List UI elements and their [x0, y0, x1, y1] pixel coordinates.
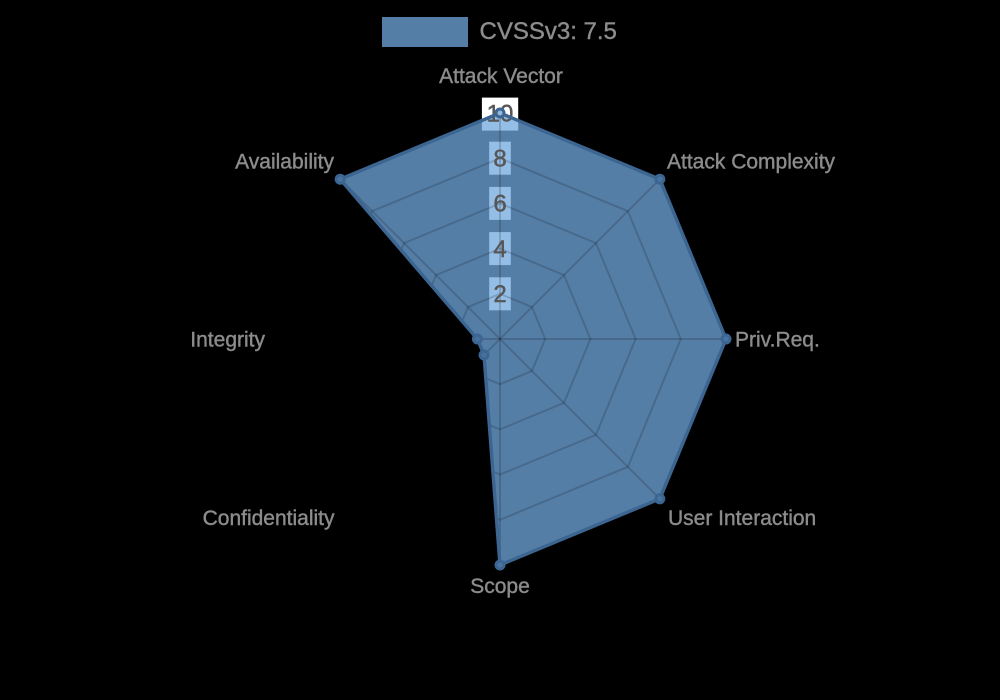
svg-text:Availability: Availability — [235, 151, 334, 174]
svg-text:Confidentiality: Confidentiality — [203, 507, 335, 530]
svg-text:Scope: Scope — [470, 575, 530, 598]
svg-text:Attack Complexity: Attack Complexity — [667, 151, 836, 174]
svg-text:Attack Vector: Attack Vector — [439, 65, 563, 88]
svg-text:Priv.Req.: Priv.Req. — [735, 328, 820, 351]
svg-text:8: 8 — [493, 146, 506, 173]
svg-text:Integrity: Integrity — [190, 328, 265, 351]
svg-text:CVSSv3: 7.5: CVSSv3: 7.5 — [480, 18, 617, 45]
svg-text:4: 4 — [493, 236, 506, 263]
svg-text:2: 2 — [493, 281, 506, 308]
svg-text:6: 6 — [493, 191, 506, 218]
svg-text:User Interaction: User Interaction — [668, 507, 816, 530]
